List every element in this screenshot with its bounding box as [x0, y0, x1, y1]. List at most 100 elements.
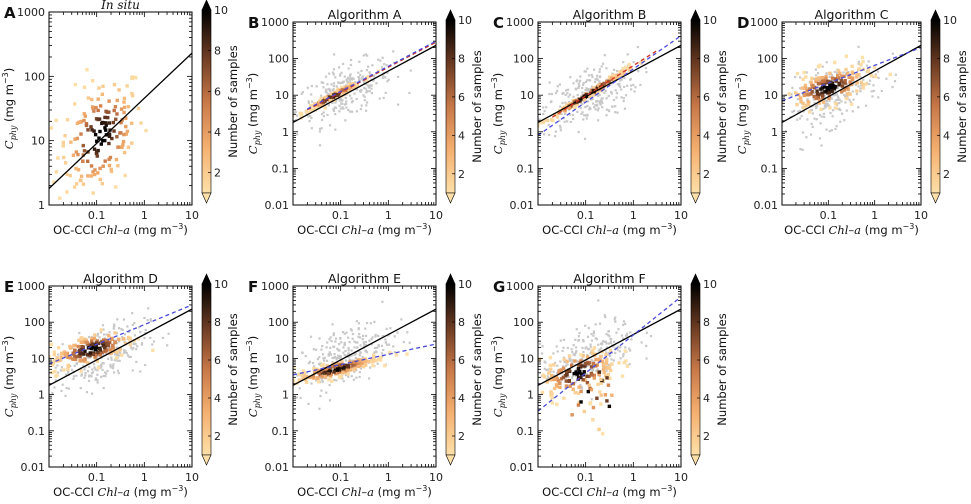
density-cell	[313, 102, 317, 106]
density-cell	[79, 174, 84, 178]
y-tick-label: 0.1	[517, 425, 535, 438]
density-cell	[545, 380, 549, 384]
background-point	[620, 78, 623, 81]
colorbar-top-arrow	[445, 9, 456, 21]
background-point	[877, 76, 880, 79]
density-cell	[341, 370, 345, 375]
background-point	[359, 107, 362, 111]
background-point	[620, 96, 623, 99]
background-point	[379, 59, 382, 62]
density-cell	[68, 173, 72, 178]
density-cell	[313, 371, 317, 375]
background-point	[113, 323, 116, 326]
background-point	[629, 331, 632, 334]
density-cell	[112, 108, 116, 113]
density-cell	[576, 367, 581, 371]
background-point	[324, 88, 328, 91]
panel-letter: E	[4, 278, 14, 296]
density-cell	[555, 115, 559, 119]
background-point	[823, 98, 827, 102]
density-cell	[583, 364, 587, 368]
density-cell	[126, 335, 131, 340]
background-point	[353, 346, 356, 349]
background-point	[277, 399, 279, 401]
background-point	[325, 346, 328, 349]
density-cell	[860, 55, 865, 60]
density-cell	[122, 150, 127, 155]
background-point	[840, 100, 843, 103]
background-point	[564, 89, 568, 92]
y-tick-label: 0.1	[517, 162, 535, 175]
density-cell	[100, 181, 105, 186]
density-cell	[133, 76, 138, 80]
background-point	[825, 99, 828, 103]
background-point	[336, 81, 340, 84]
background-point	[393, 351, 396, 354]
density-cell	[333, 96, 337, 100]
background-point	[818, 113, 822, 117]
density-cell	[93, 132, 98, 137]
background-point	[94, 378, 97, 381]
density-cell	[90, 342, 95, 346]
background-point	[822, 107, 825, 110]
background-point	[592, 332, 596, 335]
background-point	[542, 112, 545, 116]
background-point	[347, 355, 350, 359]
density-cell	[113, 105, 118, 109]
density-cell	[82, 112, 86, 116]
background-point	[559, 360, 562, 363]
background-point	[78, 331, 81, 335]
x-axis-label: OC-CCI Chl–a (mg m−3)	[53, 484, 188, 499]
colorbar-label: Number of samples	[470, 50, 484, 162]
background-point	[166, 344, 169, 347]
background-point	[820, 144, 823, 147]
background-point	[611, 105, 614, 108]
colorbar-tick-label: 6	[214, 354, 221, 367]
background-point	[604, 316, 607, 319]
x-tick-label: 0.1	[88, 209, 106, 222]
density-cell	[101, 164, 105, 168]
density-cell	[307, 110, 312, 115]
background-point	[334, 340, 337, 343]
background-point	[615, 96, 618, 99]
background-point	[891, 86, 894, 89]
x-tick-label: 10	[185, 209, 199, 222]
background-point	[146, 319, 149, 322]
background-point	[329, 346, 332, 349]
x-tick-label: 10	[429, 209, 443, 222]
density-cell	[109, 167, 113, 172]
density-cell	[607, 366, 611, 371]
background-point	[285, 372, 287, 374]
background-point	[367, 65, 370, 68]
background-point	[131, 323, 134, 326]
background-point	[144, 328, 147, 332]
density-cell	[336, 362, 341, 367]
background-point	[592, 360, 595, 363]
background-point	[67, 371, 70, 374]
background-point	[321, 353, 325, 356]
background-point	[326, 83, 329, 86]
background-point	[556, 350, 559, 353]
background-point	[556, 85, 559, 88]
background-point	[384, 76, 387, 79]
axes-frame	[48, 285, 193, 468]
background-point	[817, 87, 820, 90]
background-point	[131, 312, 134, 315]
background-point	[115, 353, 119, 357]
density-cell	[119, 131, 123, 135]
density-cell	[599, 393, 603, 397]
density-cell	[819, 107, 823, 112]
y-tick-label: 10	[31, 135, 45, 148]
y-tick-label: 0.01	[754, 199, 779, 212]
background-point	[368, 71, 371, 74]
density-cell	[49, 342, 54, 347]
background-point	[619, 79, 622, 82]
density-cell	[787, 92, 791, 96]
density-cell	[54, 170, 59, 174]
colorbar-tick-label: 6	[214, 85, 221, 98]
density-cell	[822, 79, 826, 83]
background-point	[60, 389, 63, 393]
density-cell	[534, 126, 537, 129]
density-cell	[91, 170, 95, 174]
background-point	[60, 366, 64, 369]
